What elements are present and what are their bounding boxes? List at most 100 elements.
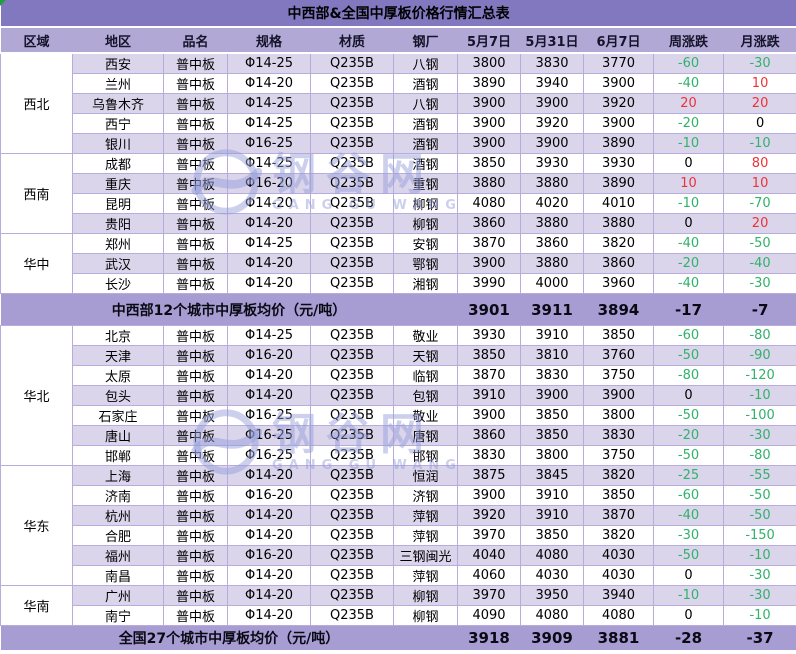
title-row: 中西部&全国中厚板价格行情汇总表 <box>0 0 796 28</box>
cell-month-change: -80 <box>722 445 796 466</box>
cell-mill: 唐钢 <box>393 425 458 446</box>
cell-price-0607: 3860 <box>583 253 654 274</box>
table-row: 南昌 普中板 Φ14-20 Q235B 萍钢 4060 4030 4030 0 -30 <box>1 565 796 586</box>
cell-mill: 萍钢 <box>393 505 458 526</box>
cell-mill: 临钢 <box>393 365 458 386</box>
cell-month-change: -10 <box>722 385 796 406</box>
cell-city: 重庆 <box>72 173 164 194</box>
table-row: 西南 成都 普中板 Φ14-25 Q235B 酒钢 3850 3930 3930 0 80 <box>0 153 796 234</box>
cell-city: 成都 <box>72 153 164 174</box>
cell-month-change: -50 <box>722 485 796 506</box>
cell-price-0607: 3850 <box>583 325 654 346</box>
table-row: 石家庄 普中板 Φ16-25 Q235B 敬业 3900 3850 3800 -50 -100 <box>1 405 796 426</box>
cell-material: Q235B <box>310 213 394 234</box>
cell-spec: Φ14-20 <box>227 253 311 274</box>
cell-price-0531: 3900 <box>520 133 584 154</box>
cell-price-0531: 4030 <box>520 565 584 586</box>
cell-product: 普中板 <box>163 273 228 294</box>
cell-spec: Φ16-20 <box>227 545 311 566</box>
cell-product: 普中板 <box>163 325 228 346</box>
cell-month-change: 10 <box>722 73 796 94</box>
table-row: 西北 西安 普中板 Φ14-25 Q235B 八钢 3800 3830 3770 -60 -30 <box>0 52 796 154</box>
cell-mill: 包钢 <box>393 385 458 406</box>
table-row: 天津 普中板 Φ16-20 Q235B 天钢 3850 3810 3760 -50 -90 <box>1 345 796 366</box>
cell-mill: 恒润 <box>393 465 458 486</box>
cell-product: 普中板 <box>163 505 228 526</box>
cell-month-change: 80 <box>722 153 796 174</box>
cell-price-0531: 4080 <box>520 545 584 566</box>
cell-price-0507: 3970 <box>457 585 521 606</box>
cell-price-0607: 3900 <box>583 385 654 406</box>
cell-mill: 重钢 <box>393 173 458 194</box>
col-header-week-change: 周涨跌 <box>653 27 724 54</box>
cell-price-0507: 3875 <box>457 465 521 486</box>
cell-price-0507: 3850 <box>457 345 521 366</box>
cell-mill: 八钢 <box>393 52 458 74</box>
cell-week-change: 0 <box>653 605 724 626</box>
cell-mill: 酒钢 <box>393 73 458 94</box>
cell-price-0507: 4090 <box>457 605 521 626</box>
cell-mill: 柳钢 <box>393 585 458 606</box>
cell-price-0531: 3830 <box>520 52 584 74</box>
summary-price-value: 3918 <box>457 625 521 650</box>
col-header-spec: 规格 <box>227 27 311 54</box>
cell-product: 普中板 <box>163 233 228 254</box>
cell-mill: 柳钢 <box>393 605 458 626</box>
table-row: 太原 普中板 Φ14-20 Q235B 临钢 3870 3830 3750 -80 -120 <box>1 365 796 386</box>
cell-material: Q235B <box>310 465 394 486</box>
cell-mill: 天钢 <box>393 345 458 366</box>
cell-product: 普中板 <box>163 385 228 406</box>
summary-price-value: 3881 <box>583 625 654 650</box>
table-row: 乌鲁木齐 普中板 Φ14-25 Q235B 八钢 3900 3900 3920 20 20 <box>1 93 796 114</box>
cell-price-0607: 3900 <box>583 113 654 134</box>
cell-mill: 邯钢 <box>393 445 458 466</box>
cell-product: 普中板 <box>163 52 228 74</box>
cell-week-change: -30 <box>653 525 724 546</box>
cell-city: 乌鲁木齐 <box>72 93 164 114</box>
cell-mill: 柳钢 <box>393 213 458 234</box>
cell-price-0531: 3850 <box>520 405 584 426</box>
cell-city: 天津 <box>72 345 164 366</box>
cell-price-0507: 3930 <box>457 325 521 346</box>
cell-material: Q235B <box>310 73 394 94</box>
cell-price-0507: 3800 <box>457 52 521 74</box>
cell-price-0507: 3900 <box>457 93 521 114</box>
cell-spec: Φ14-20 <box>227 585 311 606</box>
table-row: 华中 郑州 普中板 Φ14-25 Q235B 安钢 3870 3860 3820 -40 -50 <box>0 233 796 294</box>
col-header-material: 材质 <box>310 27 394 54</box>
cell-price-0507: 3830 <box>457 445 521 466</box>
region-cell: 华北 <box>0 325 73 466</box>
cell-price-0607: 3770 <box>583 52 654 74</box>
cell-price-0607: 4030 <box>583 545 654 566</box>
cell-price-0531: 3900 <box>520 385 584 406</box>
region-cell: 华南 <box>0 585 73 626</box>
cell-material: Q235B <box>310 193 394 214</box>
table-row: 杭州 普中板 Φ14-20 Q235B 萍钢 3920 3910 3870 -40 -50 <box>1 505 796 526</box>
cell-price-0607: 3760 <box>583 345 654 366</box>
cell-product: 普中板 <box>163 465 228 486</box>
cell-product: 普中板 <box>163 565 228 586</box>
cell-city: 福州 <box>72 545 164 566</box>
cell-price-0531: 3900 <box>520 93 584 114</box>
cell-spec: Φ14-20 <box>227 385 311 406</box>
table-row: 长沙 普中板 Φ14-20 Q235B 湘钢 3990 4000 3960 -40 -30 <box>1 273 796 294</box>
cell-spec: Φ14-25 <box>227 153 311 174</box>
cell-spec: Φ14-20 <box>227 73 311 94</box>
cell-spec: Φ16-25 <box>227 425 311 446</box>
cell-material: Q235B <box>310 485 394 506</box>
cell-month-change: -30 <box>722 565 796 586</box>
cell-price-0531: 4000 <box>520 273 584 294</box>
cell-month-change: -30 <box>722 52 796 74</box>
table-row: 邯郸 普中板 Φ16-25 Q235B 邯钢 3830 3800 3750 -50 -80 <box>1 445 796 466</box>
cell-city: 广州 <box>72 585 164 606</box>
cell-price-0607: 3820 <box>583 465 654 486</box>
region-cell: 华中 <box>0 233 73 294</box>
cell-product: 普中板 <box>163 585 228 606</box>
cell-month-change: -10 <box>722 133 796 154</box>
cell-price-0507: 4060 <box>457 565 521 586</box>
cell-city: 武汉 <box>72 253 164 274</box>
cell-product: 普中板 <box>163 525 228 546</box>
cell-mill: 酒钢 <box>393 153 458 174</box>
cell-product: 普中板 <box>163 153 228 174</box>
